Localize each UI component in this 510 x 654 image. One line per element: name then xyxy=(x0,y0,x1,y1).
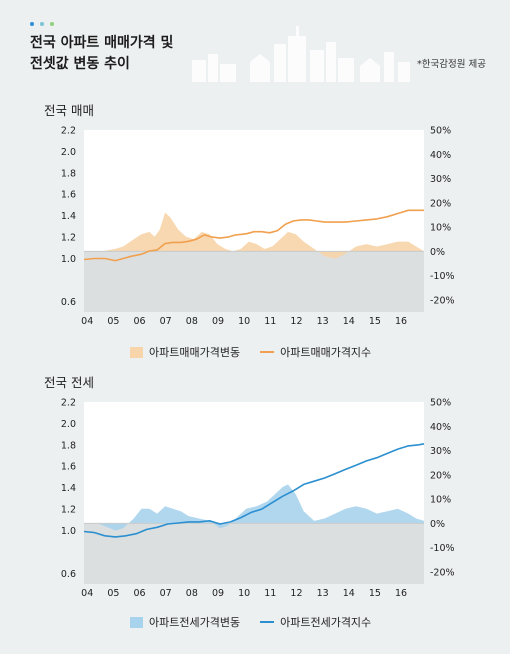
legend-line-swatch xyxy=(260,351,275,353)
x-tick-label: 14 xyxy=(343,588,355,599)
right-tick-label: 10% xyxy=(430,223,451,234)
left-tick-label: 2.0 xyxy=(61,147,76,158)
dot-2 xyxy=(40,22,44,26)
x-tick-label: 13 xyxy=(317,588,329,599)
sale-price-chart: 2.2 2.0 1.8 1.6 1.4 1.2 1.0 0.6 50% 40% 30% 20% 10% 0… xyxy=(61,126,455,328)
legend-line-label: 아파트매매가격지수 xyxy=(280,346,372,359)
x-tick-label: 08 xyxy=(186,588,198,599)
left-tick-label: 1.6 xyxy=(61,462,76,473)
x-tick-label: 15 xyxy=(369,588,381,599)
left-tick-label: 0.6 xyxy=(61,297,76,308)
title-line-1: 전국 아파트 매매가격 및 xyxy=(30,35,174,51)
legend-area-label: 아파트전세가격변동 xyxy=(149,616,241,629)
left-tick-label: 1.6 xyxy=(61,190,76,201)
x-tick-label: 06 xyxy=(133,588,145,599)
legend-area-label: 아파트매매가격변동 xyxy=(149,346,241,359)
left-tick-label: 1.0 xyxy=(61,526,76,537)
title-line-2: 전셋값 변동 추이 xyxy=(30,56,130,72)
x-tick-label: 04 xyxy=(81,588,93,599)
page-title: 전국 아파트 매매가격 및 전셋값 변동 추이 xyxy=(30,33,173,75)
x-tick-label: 13 xyxy=(317,316,329,327)
right-tick-label: 0% xyxy=(430,247,445,258)
x-tick-label: 07 xyxy=(160,316,172,327)
right-tick-label: 20% xyxy=(430,198,451,209)
left-tick-label: 0.6 xyxy=(61,569,76,580)
negative-band xyxy=(84,251,424,312)
x-tick-label: 12 xyxy=(290,588,302,599)
right-tick-label: 40% xyxy=(430,150,451,161)
right-tick-label: -10% xyxy=(430,543,455,554)
x-tick-label: 09 xyxy=(212,316,224,327)
right-tick-label: 0% xyxy=(430,519,445,530)
right-tick-label: -10% xyxy=(430,271,455,282)
left-tick-label: 1.8 xyxy=(61,440,76,451)
right-tick-label: -20% xyxy=(430,295,455,306)
chart-1-title: 전국 매매 xyxy=(44,103,94,118)
area-series-change xyxy=(84,484,424,531)
left-tick-label: 1.0 xyxy=(61,254,76,265)
left-tick-label: 2.2 xyxy=(61,126,76,137)
right-tick-label: 50% xyxy=(430,126,451,137)
negative-band xyxy=(84,523,424,584)
x-tick-label: 16 xyxy=(395,588,407,599)
legend-line-label: 아파트전세가격지수 xyxy=(280,616,372,629)
source-note: *한국감정원 제공 xyxy=(417,59,486,70)
left-tick-label: 1.8 xyxy=(61,168,76,179)
x-tick-label: 10 xyxy=(238,316,250,327)
x-tick-label: 16 xyxy=(395,316,407,327)
legend-area-swatch xyxy=(130,346,143,358)
x-tick-label: 12 xyxy=(290,316,302,327)
legend-line-swatch xyxy=(260,621,275,623)
right-tick-label: 30% xyxy=(430,174,451,185)
x-tick-label: 10 xyxy=(238,588,250,599)
x-tick-label: 11 xyxy=(264,588,276,599)
dot-3 xyxy=(50,22,54,26)
decorative-dots xyxy=(30,22,54,26)
x-tick-label: 06 xyxy=(133,316,145,327)
city-skyline-illustration xyxy=(192,26,410,82)
right-tick-label: 40% xyxy=(430,422,451,433)
right-tick-label: 30% xyxy=(430,446,451,457)
x-tick-label: 07 xyxy=(160,588,172,599)
x-tick-label: 09 xyxy=(212,588,224,599)
line-series-index xyxy=(83,209,424,262)
chart-2-legend: 아파트전세가격변동 아파트전세가격지수 xyxy=(130,614,371,630)
right-tick-label: 10% xyxy=(430,495,451,506)
dot-1 xyxy=(30,22,34,26)
x-tick-label: 05 xyxy=(107,316,119,327)
left-tick-label: 1.4 xyxy=(61,483,76,494)
left-tick-label: 2.0 xyxy=(61,419,76,430)
x-tick-label: 15 xyxy=(369,316,381,327)
chart-1-legend: 아파트매매가격변동 아파트매매가격지수 xyxy=(130,344,371,360)
x-tick-label: 11 xyxy=(264,316,276,327)
x-tick-label: 14 xyxy=(343,316,355,327)
line-series-index xyxy=(83,443,425,538)
chart-2-title: 전국 전세 xyxy=(44,375,94,390)
left-tick-label: 1.2 xyxy=(61,233,76,244)
legend-area-swatch xyxy=(130,616,143,628)
left-tick-label: 1.4 xyxy=(61,211,76,222)
right-tick-label: -20% xyxy=(430,567,455,578)
x-tick-label: 04 xyxy=(81,316,93,327)
jeonse-price-chart: 2.2 2.0 1.8 1.6 1.4 1.2 1.0 0.6 50% 40% 30% 20% 10% 0… xyxy=(61,398,455,600)
x-tick-label: 05 xyxy=(107,588,119,599)
left-tick-label: 1.2 xyxy=(61,505,76,516)
area-series-change xyxy=(84,212,424,259)
x-tick-label: 08 xyxy=(186,316,198,327)
left-tick-label: 2.2 xyxy=(61,398,76,409)
right-tick-label: 20% xyxy=(430,470,451,481)
right-tick-label: 50% xyxy=(430,398,451,409)
